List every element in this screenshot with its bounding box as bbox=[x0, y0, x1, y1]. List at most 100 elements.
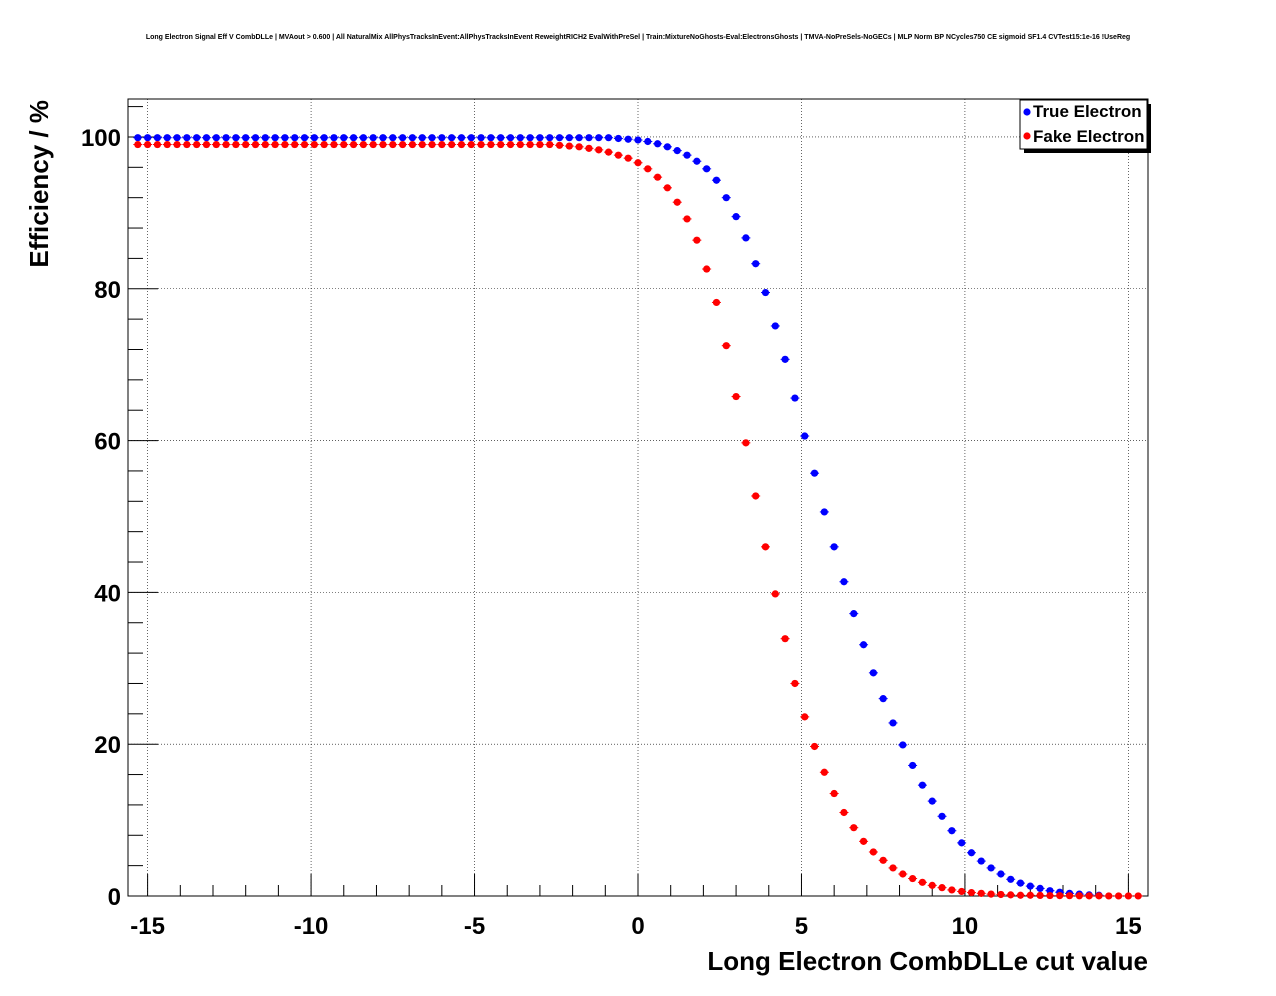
fake-electron-point bbox=[869, 848, 877, 856]
fake-electron-point bbox=[781, 635, 789, 643]
true-electron-point bbox=[928, 797, 936, 805]
fake-electron-point bbox=[242, 140, 250, 149]
fake-electron-point bbox=[810, 742, 819, 751]
fake-electron-point bbox=[438, 140, 446, 149]
true-electron-point bbox=[977, 857, 985, 865]
true-electron-point bbox=[555, 134, 564, 142]
true-electron-point bbox=[840, 578, 848, 586]
true-electron-point bbox=[771, 322, 779, 330]
y-axis-title: Efficiency / % bbox=[24, 100, 54, 268]
true-electron-point bbox=[349, 134, 358, 142]
true-electron-point bbox=[281, 134, 289, 142]
y-tick-label: 100 bbox=[81, 125, 121, 152]
true-electron-point bbox=[859, 641, 868, 649]
true-electron-point bbox=[546, 134, 554, 142]
true-electron-point bbox=[291, 134, 299, 142]
fake-electron-point bbox=[604, 148, 613, 156]
true-electron-point bbox=[251, 134, 260, 142]
fake-electron-point bbox=[889, 864, 897, 872]
legend-marker-true-electron bbox=[1023, 108, 1031, 116]
true-electron-point bbox=[389, 134, 397, 142]
true-electron-point bbox=[173, 134, 181, 142]
fake-electron-point bbox=[271, 140, 279, 149]
fake-electron-point bbox=[251, 140, 260, 149]
fake-electron-point bbox=[173, 140, 181, 149]
fake-electron-point bbox=[389, 140, 397, 149]
legend-box bbox=[1019, 99, 1148, 150]
axes: -15 -10 -5 0 5 10 15 0 20 40 60 80 100 bbox=[81, 98, 1149, 940]
fake-electron-point bbox=[546, 140, 554, 149]
true-electron-point bbox=[163, 134, 171, 142]
true-electron-point bbox=[830, 543, 838, 551]
true-electron-point bbox=[644, 137, 652, 146]
data-points bbox=[133, 134, 1143, 900]
true-electron-point bbox=[408, 134, 417, 142]
fake-electron-point bbox=[732, 392, 740, 401]
fake-electron-point bbox=[752, 492, 760, 500]
true-electron-point bbox=[144, 134, 152, 142]
legend-label-fake-electron: Fake Electron bbox=[1033, 127, 1145, 146]
fake-electron-point bbox=[134, 140, 142, 149]
true-electron-point bbox=[467, 134, 475, 142]
true-electron-point bbox=[801, 432, 809, 440]
fake-electron-point bbox=[1036, 891, 1044, 899]
true-electron-point bbox=[1026, 882, 1034, 890]
fake-electron-point bbox=[1105, 892, 1113, 900]
true-electron-point bbox=[948, 827, 956, 835]
fake-electron-point bbox=[526, 140, 534, 149]
x-tick-label: 5 bbox=[795, 913, 808, 940]
fake-electron-point bbox=[634, 159, 642, 167]
fake-electron-point bbox=[487, 140, 495, 149]
fake-electron-point bbox=[565, 142, 573, 150]
x-tick-label: -5 bbox=[464, 913, 485, 940]
true-electron-point bbox=[1016, 879, 1025, 887]
fake-electron-point bbox=[516, 140, 524, 149]
fake-electron-point bbox=[840, 808, 848, 817]
true-electron-point bbox=[399, 134, 407, 142]
true-electron-point bbox=[340, 134, 348, 142]
true-electron-point bbox=[369, 134, 377, 142]
fake-electron-point bbox=[693, 236, 701, 244]
legend-label-true-electron: True Electron bbox=[1033, 102, 1142, 121]
fake-electron-point bbox=[212, 140, 220, 149]
true-electron-point bbox=[703, 165, 711, 173]
true-electron-point bbox=[457, 134, 466, 142]
fake-electron-point bbox=[291, 140, 299, 149]
fake-electron-point bbox=[261, 140, 269, 149]
true-electron-point bbox=[742, 234, 750, 242]
fake-electron-point bbox=[791, 679, 799, 688]
true-electron-point bbox=[918, 781, 927, 789]
true-electron-point bbox=[202, 134, 211, 142]
fake-electron-point bbox=[967, 888, 976, 897]
true-electron-point bbox=[683, 151, 691, 159]
fake-electron-point bbox=[830, 789, 838, 798]
true-electron-point bbox=[634, 136, 642, 144]
fake-electron-point bbox=[399, 140, 407, 149]
fake-electron-point bbox=[771, 590, 779, 598]
true-electron-point bbox=[938, 812, 946, 820]
true-electron-point bbox=[565, 134, 573, 142]
fake-electron-point bbox=[232, 140, 240, 149]
true-electron-point bbox=[448, 134, 456, 142]
fake-electron-point bbox=[418, 140, 426, 149]
true-electron-point bbox=[889, 719, 897, 727]
true-electron-point bbox=[134, 134, 142, 142]
true-electron-point bbox=[193, 134, 201, 142]
fake-electron-point bbox=[859, 837, 868, 845]
true-electron-point bbox=[654, 140, 662, 148]
fake-electron-point bbox=[977, 889, 985, 897]
fake-electron-point bbox=[673, 198, 681, 206]
fake-electron-point bbox=[614, 151, 622, 159]
true-electron-point bbox=[320, 134, 328, 142]
fake-electron-point bbox=[654, 173, 662, 181]
true-electron-point bbox=[909, 761, 917, 770]
true-electron-point bbox=[526, 134, 534, 142]
fake-electron-point bbox=[683, 215, 691, 223]
true-electron-point bbox=[810, 469, 819, 477]
fake-electron-point bbox=[163, 140, 171, 149]
fake-electron-point bbox=[997, 890, 1005, 899]
true-electron-point bbox=[958, 839, 966, 847]
true-electron-point bbox=[1036, 884, 1044, 893]
true-electron-point bbox=[379, 134, 387, 142]
